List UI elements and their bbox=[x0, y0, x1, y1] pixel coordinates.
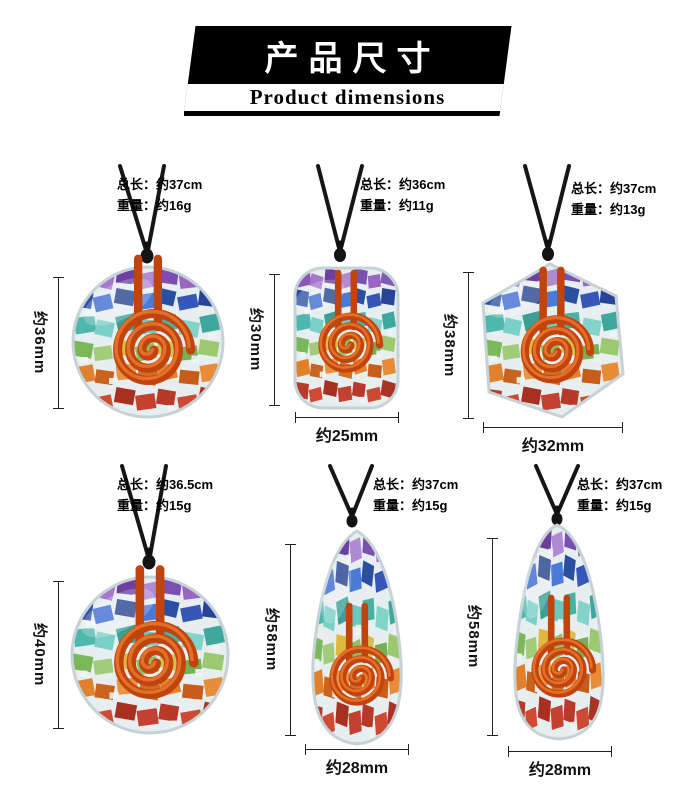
cord-knot bbox=[336, 240, 344, 248]
cord-bead bbox=[542, 247, 554, 261]
pendant-outline bbox=[70, 575, 230, 735]
weight-label: 重量：约15g bbox=[117, 497, 192, 513]
pendant bbox=[312, 531, 402, 744]
product-6-width-dimension: 约28mm bbox=[508, 746, 612, 780]
total-length-label: 总长：约37cm bbox=[373, 477, 459, 492]
banner: 产品尺寸 Product dimensions bbox=[184, 26, 512, 116]
dimension-line-horizontal bbox=[305, 744, 409, 755]
cord-bead bbox=[334, 248, 346, 262]
dimension-line-vertical bbox=[269, 274, 280, 406]
banner-title-en: Product dimensions bbox=[249, 85, 446, 109]
cord-knot bbox=[348, 507, 356, 515]
dimension-line-horizontal bbox=[295, 412, 399, 423]
pendant-outline bbox=[293, 266, 400, 410]
banner-en-strip: Product dimensions bbox=[184, 84, 512, 111]
product-photo-4 bbox=[70, 464, 230, 735]
product-4-height-dimension: 约40mm bbox=[30, 581, 64, 729]
cord-bead bbox=[346, 514, 358, 528]
height-value: 约36mm bbox=[31, 311, 48, 375]
height-value: 约38mm bbox=[441, 313, 458, 378]
cord-bead bbox=[140, 248, 154, 264]
dimension-line-vertical bbox=[285, 544, 296, 736]
product-2-height-dimension: 约30mm bbox=[246, 274, 280, 406]
gloss-highlight bbox=[521, 551, 553, 619]
gloss-highlight bbox=[320, 556, 352, 624]
height-value: 约40mm bbox=[31, 623, 48, 687]
necklace-cord bbox=[523, 164, 549, 248]
total-length-label: 总长：约37cm bbox=[577, 477, 663, 492]
product-5-width-dimension: 约28mm bbox=[305, 744, 409, 778]
dimension-line-horizontal bbox=[483, 422, 623, 433]
product-2-width-dimension: 约25mm bbox=[295, 412, 399, 446]
necklace-cord bbox=[146, 164, 166, 252]
necklace-cord bbox=[534, 464, 558, 514]
height-value: 约30mm bbox=[247, 308, 264, 372]
height-value: 约58mm bbox=[465, 605, 482, 669]
weight-label: 重量：约15g bbox=[577, 497, 652, 513]
total-length-label: 总长：约37cm bbox=[571, 181, 657, 196]
necklace-cord bbox=[339, 164, 364, 250]
necklace-cord bbox=[148, 464, 168, 558]
weight-label: 重量：约11g bbox=[360, 197, 434, 213]
cord-knot bbox=[553, 505, 561, 513]
product-4-specs: 总长：约36.5cm 重量：约15g bbox=[117, 475, 213, 517]
height-value: 约58mm bbox=[263, 608, 280, 672]
necklace-cord bbox=[328, 464, 353, 516]
product-3-width-dimension: 约32mm bbox=[483, 422, 623, 456]
cord-bead bbox=[551, 512, 563, 526]
width-value: 约28mm bbox=[528, 762, 592, 779]
weight-label: 重量：约13g bbox=[571, 201, 646, 217]
weight-label: 重量：约15g bbox=[373, 497, 448, 513]
product-photo-1 bbox=[71, 164, 225, 419]
pendant-outline bbox=[481, 262, 625, 419]
product-1-specs: 总长：约37cm 重量：约16g bbox=[117, 175, 202, 217]
cord-bead bbox=[142, 554, 156, 570]
product-photo-2 bbox=[293, 164, 400, 410]
width-value: 约25mm bbox=[315, 428, 379, 445]
dimension-line-vertical bbox=[487, 538, 498, 736]
product-5-specs: 总长：约37cm 重量：约15g bbox=[373, 475, 458, 517]
necklace-cord bbox=[316, 164, 341, 250]
pendant-outline bbox=[513, 523, 605, 741]
width-value: 约32mm bbox=[521, 438, 585, 455]
cord-knot bbox=[544, 239, 552, 247]
product-2-specs: 总长：约36cm 重量：约11g bbox=[360, 175, 445, 217]
dimension-line-vertical bbox=[53, 581, 64, 729]
pendant bbox=[514, 525, 604, 739]
cord-knot bbox=[145, 547, 153, 555]
product-1-height-dimension: 约36mm bbox=[30, 277, 64, 409]
necklace-cord bbox=[547, 164, 571, 248]
weight-label: 重量：约16g bbox=[117, 197, 192, 213]
product-3-specs: 总长：约37cm 重量：约13g bbox=[571, 179, 656, 221]
dimension-line-horizontal bbox=[508, 746, 612, 757]
total-length-label: 总长：约36cm bbox=[360, 177, 446, 192]
dimension-line-vertical bbox=[53, 277, 64, 409]
product-6-height-dimension: 约58mm bbox=[464, 538, 498, 736]
product-5-height-dimension: 约58mm bbox=[262, 544, 296, 736]
cord-knot bbox=[143, 241, 151, 249]
gloss-highlight bbox=[488, 282, 544, 318]
product-photo-3 bbox=[481, 164, 625, 419]
product-3-height-dimension: 约38mm bbox=[440, 272, 474, 419]
pendant-outline bbox=[71, 265, 225, 419]
product-6-specs: 总长：约37cm 重量：约15g bbox=[577, 475, 662, 517]
banner-title-cn: 产品尺寸 bbox=[264, 39, 441, 78]
total-length-label: 总长：约37cm bbox=[117, 177, 203, 192]
necklace-cord bbox=[120, 464, 150, 558]
gloss-highlight bbox=[295, 279, 345, 313]
necklace-cord bbox=[118, 164, 148, 252]
pendant-outline bbox=[311, 529, 403, 746]
width-value: 约28mm bbox=[325, 760, 389, 777]
total-length-label: 总长：约36.5cm bbox=[117, 477, 214, 492]
necklace-cord bbox=[556, 464, 580, 514]
dimension-line-vertical bbox=[463, 272, 474, 419]
necklace-cord bbox=[351, 464, 374, 516]
